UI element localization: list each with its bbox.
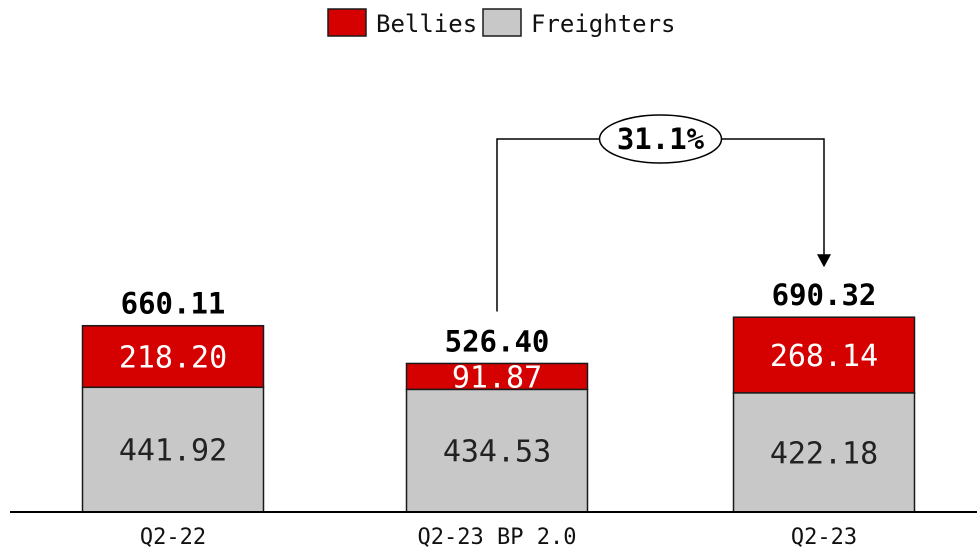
legend-label-bellies: Bellies: [376, 10, 477, 38]
bar-bellies-0: [81, 324, 265, 389]
label-total-2: 690.32: [772, 278, 877, 312]
bar-freighters-0: [81, 386, 265, 513]
label-bellies-2: 268.14: [770, 339, 878, 374]
label-bellies-0: 218.20: [119, 341, 227, 376]
category-label-0: Q2-22: [140, 525, 206, 550]
growth-annotation: 31.1%: [496, 114, 831, 312]
growth-label: 31.1%: [617, 122, 705, 156]
bars: [81, 316, 916, 513]
label-freighters-0: 441.92: [119, 434, 227, 469]
label-freighters-1: 434.53: [443, 435, 551, 470]
bar-freighters-2: [732, 392, 916, 513]
label-total-1: 526.40: [445, 324, 550, 358]
legend-label-freighters: Freighters: [531, 10, 676, 38]
bar-bellies-1: [405, 362, 589, 391]
x-axis: Q2-22 Q2-23 BP 2.0 Q2-23: [10, 511, 977, 550]
legend-swatch-freighters: [482, 8, 522, 37]
label-total-0: 660.11: [121, 287, 226, 321]
bar-bellies-2: [732, 316, 916, 394]
category-label-2: Q2-23: [791, 525, 857, 550]
label-freighters-2: 422.18: [770, 436, 878, 471]
legend-swatch-bellies: [327, 8, 367, 37]
growth-arrow-head: [817, 254, 831, 268]
category-label-1: Q2-23 BP 2.0: [418, 525, 577, 550]
growth-ellipse: [598, 114, 723, 164]
label-bellies-1: 91.87: [452, 360, 542, 395]
legend: Bellies Freighters: [327, 8, 676, 38]
